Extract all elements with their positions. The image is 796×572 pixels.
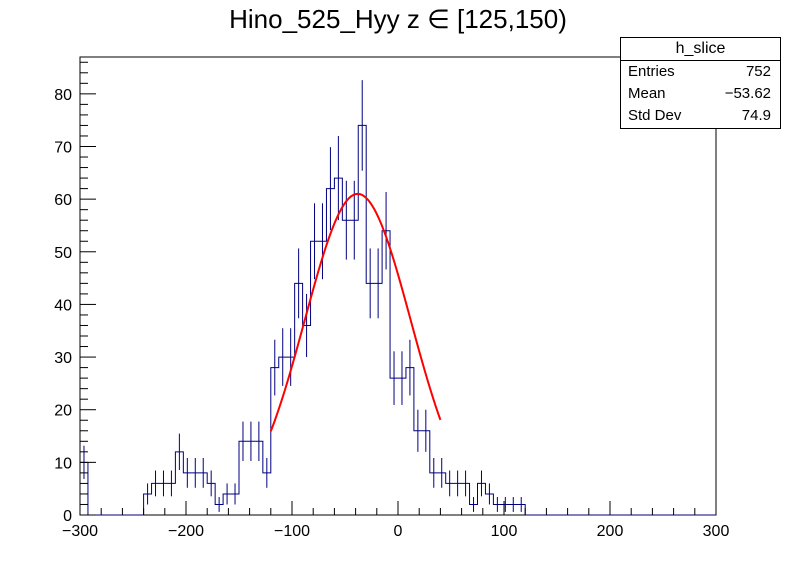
y-tick-label: 30 [54,350,72,367]
x-tick-label: 0 [394,523,403,540]
gaussian-fit-curve [269,192,442,432]
stats-label-mean: Mean [628,85,666,102]
y-tick-label: 80 [54,87,72,104]
stats-label-stddev: Std Dev [628,107,682,124]
stats-title: h_slice [621,38,780,61]
stats-row-mean: Mean −53.62 [621,83,780,105]
x-tick-label: 100 [491,523,518,540]
stats-row-stddev: Std Dev 74.9 [621,105,780,127]
stats-value-stddev: 74.9 [741,107,771,124]
y-tick-label: 10 [54,455,72,472]
stats-value-mean: −53.62 [724,85,771,102]
stats-row-entries: Entries 752 [621,61,780,83]
stats-value-entries: 752 [745,63,771,80]
x-tick-label: −300 [62,523,98,540]
x-tick-label: −200 [168,523,204,540]
histogram-outline [80,124,716,516]
y-tick-label: 20 [54,403,72,420]
stats-box: h_slice Entries 752 Mean −53.62 Std Dev … [620,37,781,129]
y-tick-label: 40 [54,297,72,314]
x-tick-label: −100 [274,523,310,540]
y-tick-label: 0 [63,508,72,525]
x-tick-label: 300 [703,523,730,540]
x-tick-label: 200 [597,523,624,540]
chart-title: Hino_525_Hyy z ∈ [125,150) [229,4,567,34]
y-tick-label: 70 [54,139,72,156]
y-tick-label: 50 [54,245,72,262]
stats-label-entries: Entries [628,63,675,80]
y-tick-label: 60 [54,192,72,209]
